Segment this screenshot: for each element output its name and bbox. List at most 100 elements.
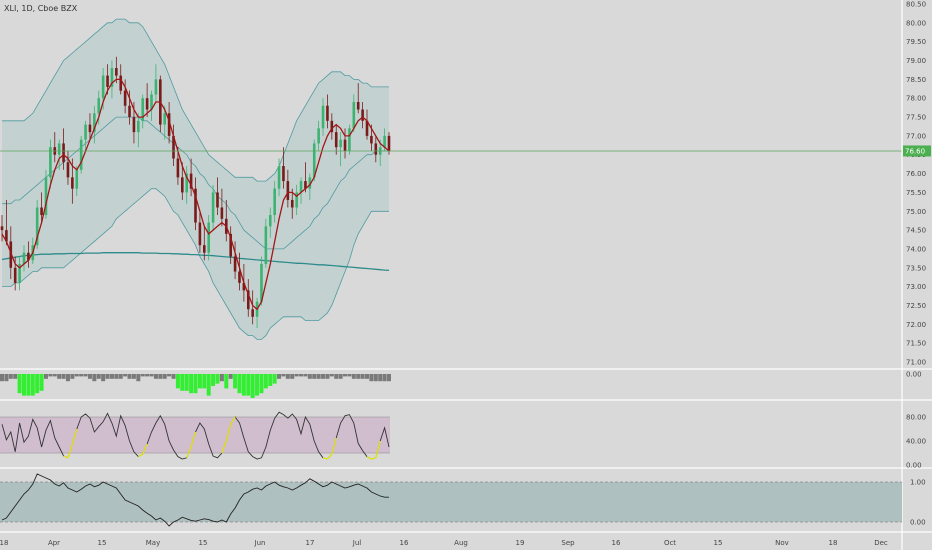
upper-band-line: [2, 18, 389, 182]
time-tick-label: 16: [400, 539, 409, 547]
ma-line: [1, 78, 390, 311]
candle-body: [101, 75, 105, 99]
histogram-bar: [48, 374, 53, 377]
bottom-oscillator-pane: [0, 473, 902, 527]
histogram-bar: [180, 374, 185, 391]
candle-body: [75, 169, 79, 189]
candle-body: [211, 192, 215, 223]
histogram-bar: [83, 374, 88, 377]
price-tick-label: 71.50: [906, 340, 926, 348]
histogram-bar: [290, 374, 295, 379]
histogram-bar: [369, 374, 374, 382]
histogram-bar: [263, 374, 268, 389]
time-axis[interactable]: 18 Apr 15 May 15 Jun 17 Jul 16 Aug 19 Sep 16 Oct 15 Nov…: [0, 539, 888, 547]
histogram-bar: [277, 374, 282, 379]
candle-body: [0, 226, 4, 231]
histogram-bar: [26, 374, 31, 396]
candle-body: [330, 120, 334, 133]
histogram-bar: [167, 374, 172, 377]
histogram-bar: [17, 374, 22, 394]
oscillator-highlight: [63, 428, 78, 459]
price-tick-label: 79.50: [906, 38, 926, 46]
time-tick-label: Dec: [874, 539, 888, 547]
candle-body: [62, 143, 65, 163]
bottom-oscillator-tick-label: 0.00: [910, 519, 926, 527]
time-tick-label: 17: [306, 539, 315, 547]
histogram-bar: [39, 374, 44, 391]
price-tick-label: 72.00: [906, 321, 926, 329]
candle-body: [137, 120, 140, 133]
price-tick-label: 77.50: [906, 114, 926, 122]
price-tick-label: 77.00: [906, 132, 926, 140]
price-tick-label: 73.50: [906, 264, 926, 272]
oscillator-tick-label: 40.00: [906, 438, 926, 446]
histogram-bar: [268, 374, 273, 386]
histogram-bar: [61, 374, 66, 379]
long-ma-line: [1, 252, 390, 272]
histogram-bar: [233, 374, 238, 389]
price-tick-label: 79.00: [906, 57, 926, 65]
candle-body: [202, 245, 206, 253]
histogram-bar: [215, 374, 220, 384]
candle-body: [132, 117, 136, 133]
candle-body: [189, 173, 193, 189]
last-price-badge: 76.60: [903, 145, 931, 157]
middle-band-line: [2, 116, 389, 250]
candle-body: [277, 166, 281, 189]
time-tick-label: 18: [829, 539, 838, 547]
candle-body: [185, 173, 189, 193]
time-tick-label: 15: [98, 539, 107, 547]
histogram-bar: [321, 374, 326, 379]
histogram-bar: [228, 374, 233, 379]
histogram-bar: [92, 374, 97, 382]
histogram-bar: [52, 374, 57, 377]
candle-body: [238, 271, 241, 283]
histogram-bar: [255, 374, 260, 396]
bottom-oscillator-axis: 1.00 0.00: [910, 479, 926, 527]
candle-body: [295, 192, 298, 208]
candle-body: [282, 166, 285, 182]
candle-body: [119, 75, 123, 91]
histogram-bar: [136, 374, 141, 382]
candle-body: [370, 135, 373, 144]
histogram-axis: 0.00: [906, 371, 922, 379]
bottom-oscillator-tick-label: 1.00: [910, 479, 926, 487]
histogram-bar: [382, 374, 387, 382]
histogram-bar: [96, 374, 101, 379]
candle-body: [339, 139, 342, 148]
oscillator-pane: [0, 411, 390, 460]
price-pane: [0, 18, 902, 340]
candle-body: [22, 252, 26, 265]
candle-body: [312, 143, 316, 178]
candle-body: [286, 181, 290, 200]
candle-body: [13, 267, 17, 283]
candle-body: [352, 101, 356, 129]
last-price-label: 76.60: [905, 147, 925, 155]
candle-body: [242, 282, 246, 291]
candle-body: [308, 177, 312, 189]
candle-body: [150, 94, 153, 110]
time-tick-label: 19: [516, 539, 525, 547]
histogram-bar: [57, 374, 62, 379]
histogram-bar: [241, 374, 246, 396]
histogram-bar: [114, 374, 119, 379]
histogram-bar: [149, 374, 154, 377]
histogram-bar: [13, 374, 18, 379]
candle-body: [88, 124, 92, 133]
candle-body: [71, 177, 74, 189]
histogram-bar: [373, 374, 378, 382]
histogram-bar: [74, 374, 79, 377]
histogram-bar: [338, 374, 343, 379]
time-tick-label: Jul: [352, 539, 362, 547]
candle-body: [317, 128, 320, 144]
histogram-bar: [246, 374, 251, 396]
histogram-bar: [175, 374, 180, 389]
histogram-bar: [303, 374, 308, 377]
time-tick-label: 18: [0, 539, 8, 547]
candle-body: [233, 256, 237, 272]
candle-body: [260, 264, 263, 302]
time-tick-label: 15: [199, 539, 208, 547]
candle-body: [167, 113, 171, 136]
histogram-bar: [171, 374, 176, 379]
price-tick-label: 74.00: [906, 245, 926, 253]
